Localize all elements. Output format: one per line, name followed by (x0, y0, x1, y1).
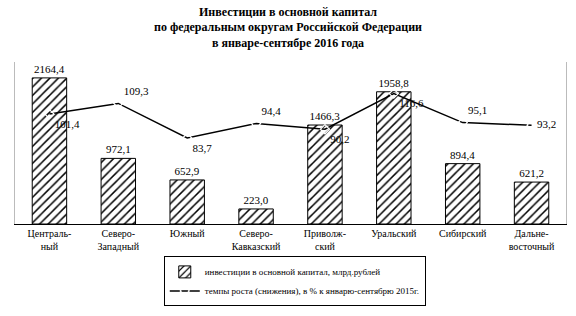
svg-text:1466,3: 1466,3 (310, 110, 341, 122)
svg-text:109,3: 109,3 (124, 85, 149, 97)
svg-text:темпы роста (снижения), в % к: темпы роста (снижения), в % к январю-сен… (205, 286, 419, 296)
svg-text:972,1: 972,1 (106, 143, 131, 155)
svg-text:Уральский: Уральский (371, 228, 417, 239)
svg-text:621,2: 621,2 (519, 167, 544, 179)
svg-text:Северо-Кавказский: Северо-Кавказский (232, 228, 281, 252)
svg-text:Централь-ный: Централь-ный (27, 228, 71, 252)
svg-text:2164,4: 2164,4 (34, 63, 65, 75)
svg-text:94,4: 94,4 (261, 105, 281, 117)
svg-text:Дальне-восточный: Дальне-восточный (509, 228, 555, 252)
svg-text:93,2: 93,2 (537, 118, 556, 130)
svg-text:инвестиции в основной капитал,: инвестиции в основной капитал, млрд.рубл… (205, 267, 381, 277)
svg-text:223,0: 223,0 (243, 194, 268, 206)
svg-text:116,6: 116,6 (399, 97, 424, 109)
svg-text:652,9: 652,9 (175, 165, 200, 177)
svg-text:Приволж-ский: Приволж-ский (304, 228, 346, 252)
svg-text:Северо-Западный: Северо-Западный (97, 228, 139, 252)
svg-text:1958,8: 1958,8 (378, 77, 409, 89)
svg-text:101,4: 101,4 (55, 118, 80, 130)
svg-text:Южный: Южный (170, 228, 205, 239)
svg-text:Инвестиции в основной капиталп: Инвестиции в основной капиталпо федераль… (154, 5, 422, 50)
svg-text:90,2: 90,2 (330, 133, 349, 145)
svg-text:83,7: 83,7 (193, 142, 213, 154)
svg-text:894,4: 894,4 (450, 149, 475, 161)
svg-text:95,1: 95,1 (468, 104, 487, 116)
svg-text:Сибирский: Сибирский (439, 228, 487, 239)
